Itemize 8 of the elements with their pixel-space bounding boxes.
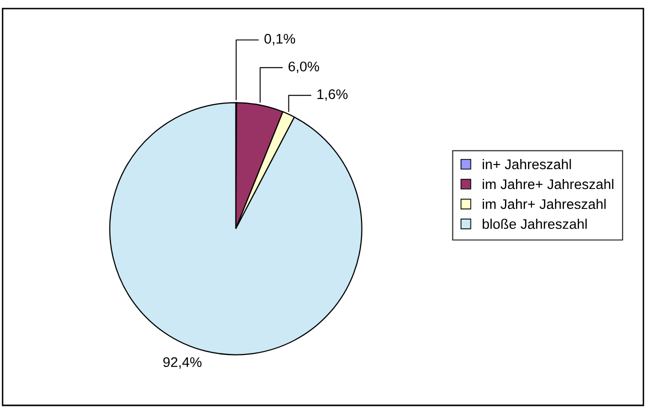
legend-label: in+ Jahreszahl xyxy=(482,159,571,170)
data-label: 0,1% xyxy=(264,34,296,46)
legend-label: im Jahr+ Jahreszahl xyxy=(482,198,606,210)
legend-label: im Jahre+ Jahreszahl xyxy=(482,178,614,190)
data-label: 92,4% xyxy=(163,357,202,369)
data-label: 1,6% xyxy=(317,89,348,101)
legend-label: bloße Jahreszahl xyxy=(482,218,587,229)
data-label: 6,0% xyxy=(288,62,320,74)
